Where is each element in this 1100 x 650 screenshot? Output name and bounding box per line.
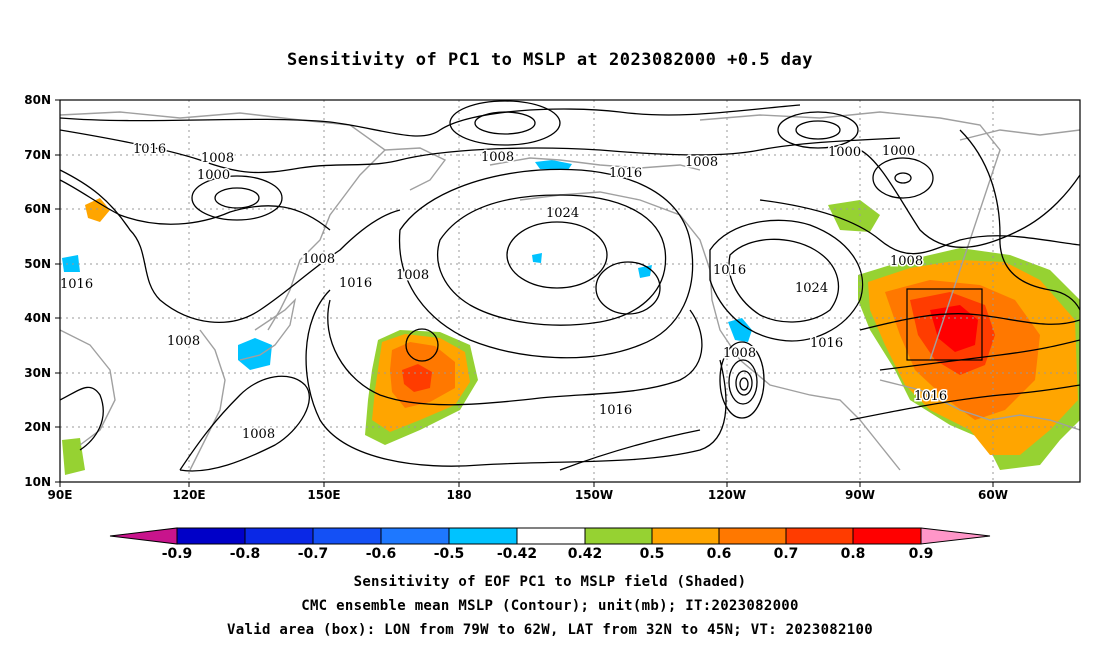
- contour-label: 1008: [302, 252, 335, 267]
- contour-label: 1016: [810, 336, 843, 351]
- shade-orange-west: [85, 198, 110, 222]
- latitude-labels: 80N 70N 60N 50N 40N 30N 20N 10N: [24, 93, 51, 489]
- sensitivity-shading: [62, 160, 1080, 475]
- colorbar-tick-label: -0.7: [298, 546, 329, 562]
- shade-blue-bering: [535, 160, 572, 170]
- caption-line-2: CMC ensemble mean MSLP (Contour); unit(m…: [301, 598, 799, 614]
- colorbar-box-8: [651, 527, 720, 545]
- contour-label: 1000: [197, 168, 230, 183]
- colorbar-box-6: [516, 527, 586, 545]
- map-frame: [59, 99, 1081, 483]
- contour-label: 1016: [914, 389, 947, 404]
- lon-label: 120W: [708, 488, 746, 502]
- lon-label: 120E: [172, 488, 205, 502]
- shade-blue-japan: [238, 338, 272, 370]
- lat-label: 80N: [24, 93, 51, 107]
- colorbar: [109, 527, 991, 545]
- lat-label: 10N: [24, 475, 51, 489]
- contour-label: 1000: [882, 144, 915, 159]
- colorbar-tick-label: -0.42: [497, 546, 537, 562]
- colorbar-tick-label: -0.5: [434, 546, 465, 562]
- contour-label: 1008: [396, 268, 429, 283]
- colorbar-box-1: [176, 527, 246, 545]
- mslp-contours: [60, 100, 1080, 472]
- lat-label: 50N: [24, 257, 51, 271]
- contour-label: 1016: [60, 277, 93, 292]
- caption-line-3: Valid area (box): LON from 79W to 62W, L…: [227, 622, 873, 638]
- shade-green-north-atlantic: [828, 200, 880, 232]
- contour-label: 1016: [339, 276, 372, 291]
- contour-label: 1024: [546, 206, 579, 221]
- colorbar-box-5: [448, 527, 518, 545]
- valid-area-box: [906, 288, 983, 361]
- lon-label: 150E: [307, 488, 340, 502]
- lat-label: 20N: [24, 420, 51, 434]
- colorbar-tick-label: 0.8: [841, 546, 866, 562]
- contour-label: 1016: [609, 166, 642, 181]
- lat-label: 60N: [24, 202, 51, 216]
- chart-title: Sensitivity of PC1 to MSLP at 2023082000…: [286, 50, 813, 70]
- colorbar-tick-label: -0.9: [162, 546, 193, 562]
- colorbar-box-11: [852, 527, 922, 545]
- colorbar-labels: -0.9 -0.8 -0.7 -0.6 -0.5 -0.42 0.42 0.5 …: [162, 546, 934, 562]
- shade-green-west: [62, 438, 85, 475]
- colorbar-tick-label: 0.9: [909, 546, 934, 562]
- colorbar-high-triangle: [920, 527, 991, 545]
- contour-label: 1008: [723, 346, 756, 361]
- colorbar-box-3: [312, 527, 382, 545]
- contour-label: 1008: [167, 334, 200, 349]
- colorbar-tick-label: 0.6: [707, 546, 732, 562]
- grid-lines: [60, 100, 1080, 482]
- shade-red-pacific: [402, 364, 432, 392]
- contour-label: 1016: [599, 403, 632, 418]
- contour-label: 1016: [713, 263, 746, 278]
- contour-label: 1024: [795, 281, 828, 296]
- colorbar-tick-label: 0.42: [568, 546, 603, 562]
- longitude-labels: 90E 120E 150E 180 150W 120W 90W 60W: [48, 488, 1008, 502]
- contour-label: 1008: [201, 151, 234, 166]
- caption-line-1: Sensitivity of EOF PC1 to MSLP field (Sh…: [353, 574, 747, 590]
- lat-label: 30N: [24, 366, 51, 380]
- lon-label: 180: [446, 488, 471, 502]
- lon-label: 90W: [845, 488, 875, 502]
- colorbar-box-10: [785, 527, 854, 545]
- lon-label: 60W: [978, 488, 1008, 502]
- contour-label: 1008: [890, 254, 923, 269]
- lon-label: 90E: [48, 488, 73, 502]
- contour-label: 1016: [133, 142, 166, 157]
- colorbar-low-triangle: [109, 527, 178, 545]
- colorbar-box-2: [244, 527, 314, 545]
- coastlines: [60, 111, 1080, 471]
- axis-ticks: [55, 99, 994, 487]
- colorbar-box-7: [584, 527, 653, 545]
- contour-label: 1000: [828, 145, 861, 160]
- colorbar-tick-label: -0.8: [230, 546, 261, 562]
- shade-blue-pacific-small: [638, 265, 652, 278]
- colorbar-tick-label: 0.7: [774, 546, 799, 562]
- shade-blue-west: [62, 255, 80, 272]
- colorbar-tick-label: -0.6: [366, 546, 397, 562]
- colorbar-box-9: [718, 527, 787, 545]
- colorbar-tick-label: 0.5: [640, 546, 665, 562]
- contour-label: 1008: [685, 155, 718, 170]
- lat-label: 40N: [24, 311, 51, 325]
- shade-blue-pacific-small2: [532, 253, 542, 263]
- contour-label: 1008: [481, 150, 514, 165]
- shade-blue-baja: [728, 318, 752, 342]
- contour-label: 1008: [242, 427, 275, 442]
- contour-labels: 1016 1008 1000 1008 1016 1024 1008 1016 …: [59, 141, 949, 444]
- shade-deepred-atlantic: [930, 305, 978, 352]
- lon-label: 150W: [575, 488, 613, 502]
- colorbar-box-4: [380, 527, 450, 545]
- lat-label: 70N: [24, 148, 51, 162]
